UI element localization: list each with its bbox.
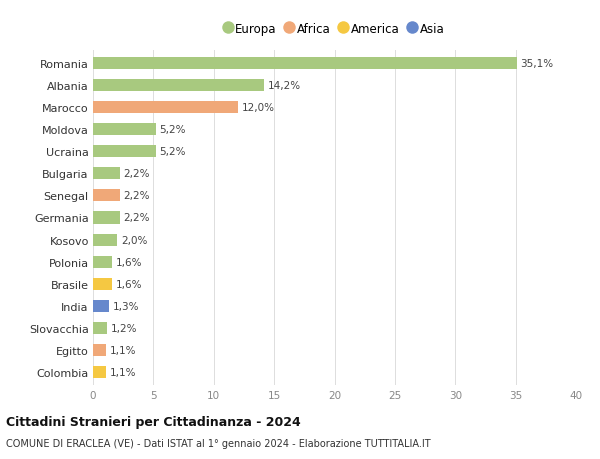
Bar (93, 300, 109, 312)
Text: 2,2%: 2,2% (123, 191, 149, 201)
Text: 2,2%: 2,2% (123, 169, 149, 179)
Bar (93, 168, 119, 180)
Bar (93, 102, 238, 114)
Text: 12,0%: 12,0% (242, 103, 275, 113)
Text: Cittadini Stranieri per Cittadinanza - 2024: Cittadini Stranieri per Cittadinanza - 2… (6, 415, 301, 428)
Text: 2,2%: 2,2% (123, 213, 149, 223)
Text: 2,0%: 2,0% (121, 235, 147, 245)
Text: COMUNE DI ERACLEA (VE) - Dati ISTAT al 1° gennaio 2024 - Elaborazione TUTTITALIA: COMUNE DI ERACLEA (VE) - Dati ISTAT al 1… (6, 438, 431, 448)
Text: 1,6%: 1,6% (116, 257, 142, 267)
Bar (93, 366, 106, 378)
Bar (93, 212, 119, 224)
Bar (93, 146, 156, 158)
Bar (93, 124, 156, 136)
Text: 1,1%: 1,1% (110, 367, 136, 377)
Bar (93, 58, 517, 70)
Bar (93, 190, 119, 202)
Bar (93, 278, 112, 290)
Text: 14,2%: 14,2% (268, 81, 301, 91)
Text: 1,1%: 1,1% (110, 345, 136, 355)
Bar (93, 80, 265, 92)
Text: 1,6%: 1,6% (116, 279, 142, 289)
Bar (93, 344, 106, 356)
Text: 35,1%: 35,1% (520, 59, 554, 69)
Text: 1,2%: 1,2% (111, 323, 137, 333)
Legend: Europa, Africa, America, Asia: Europa, Africa, America, Asia (225, 23, 444, 36)
Text: 5,2%: 5,2% (160, 125, 186, 135)
Bar (93, 322, 107, 334)
Bar (93, 234, 117, 246)
Text: 5,2%: 5,2% (160, 147, 186, 157)
Text: 1,3%: 1,3% (112, 301, 139, 311)
Bar (93, 256, 112, 268)
